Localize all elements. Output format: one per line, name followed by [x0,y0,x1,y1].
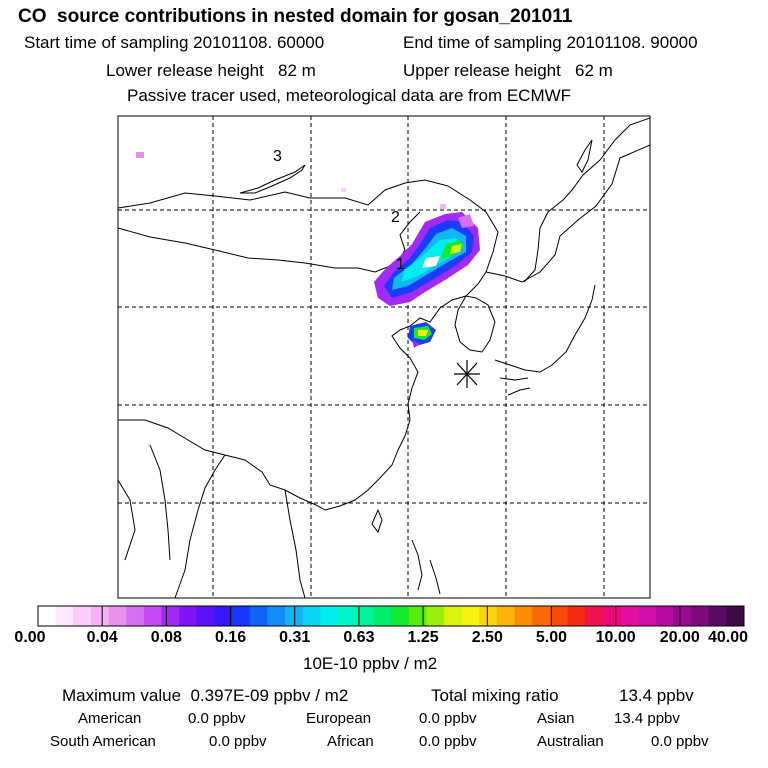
colorbar-segment [355,606,374,626]
colorbar-segment [232,606,251,626]
colorbar-segment [285,606,304,626]
map-frame [117,115,651,599]
colorbar-segment [126,606,145,626]
tracer-note: Passive tracer used, meteorological data… [127,86,572,105]
colorbar-segment [549,606,568,626]
colorbar-segment [691,606,710,626]
colorbar-segment [461,606,480,626]
colorbar-segment [196,606,215,626]
colorbar-segment [179,606,198,626]
colorbar [37,605,745,627]
colorbar-segment [673,606,692,626]
colorbar-segment [602,606,621,626]
colorbar-segment [567,606,586,626]
american-value: 0.0 ppbv [188,710,246,727]
colorbar-segment [373,606,392,626]
colorbar-segment [496,606,516,626]
region-label: 3 [273,148,282,165]
colorbar-tick-label: 20.00 [659,629,700,646]
lower-release-height: Lower release height 82 m [106,61,316,80]
african-value: 0.0 ppbv [419,733,477,750]
colorbar-segment [320,606,339,626]
colorbar-segment [391,606,410,626]
colorbar-tick-label: 0.00 [14,629,46,646]
colorbar-tick-label: 5.00 [535,629,568,646]
colorbar-segment [108,606,127,626]
colorbar-segment [267,606,286,626]
colorbar-tick-label: 0.04 [86,629,118,646]
maximum-value: Maximum value 0.397E-09 ppbv / m2 [62,686,349,705]
colorbar-tick-label: 0.16 [214,629,247,646]
colorbar-tick-label: 40.00 [707,629,749,646]
coastlines [118,117,650,598]
colorbar-segment [708,606,727,626]
colorbar-segment [479,606,498,626]
colorbar-segment [338,606,357,626]
colorbar-segment [655,606,674,626]
european-label: European [306,710,372,727]
colorbar-segment [726,606,745,626]
colorbar-segment [90,606,110,626]
african-label: African [327,733,374,750]
source-plume [136,152,480,348]
american-label: American [78,710,142,727]
colorbar-segment [514,606,533,626]
colorbar-segment [143,606,163,626]
colorbar-segment [408,606,427,626]
colorbar-segment [620,606,639,626]
colorbar-tick-label: 0.08 [150,629,182,646]
colorbar-segment [38,606,57,626]
colorbar-tick-label: 0.63 [343,629,375,646]
end-time: End time of sampling 20101108. 90000 [403,33,698,52]
asian-label: Asian [537,710,575,727]
south-american-label: South American [50,733,156,750]
region-label: 2 [391,209,400,226]
colorbar-tick-label: 2.50 [471,629,503,646]
colorbar-segment [73,606,92,626]
colorbar-segment [585,606,604,626]
region-label: 1 [396,256,405,273]
total-mixing-label: Total mixing ratio [431,686,559,705]
australian-label: Australian [537,733,604,750]
colorbar-tick-label: 1.25 [407,629,439,646]
asian-value: 13.4 ppbv [614,710,680,727]
plot-title: CO source contributions in nested domain… [18,6,573,27]
colorbar-units: 10E-10 ppbv / m2 [303,654,438,673]
start-time: Start time of sampling 20101108. 60000 [24,33,325,52]
asterisk-icon [454,360,480,388]
upper-release-height: Upper release height 62 m [403,61,613,80]
colorbar-segment [443,606,463,626]
colorbar-tick-label: 0.31 [279,629,311,646]
colorbar-tick-label: 10.00 [595,629,636,646]
european-value: 0.0 ppbv [419,710,477,727]
australian-value: 0.0 ppbv [651,733,709,750]
colorbar-segment [532,606,551,626]
colorbar-segment [638,606,657,626]
colorbar-segment [55,606,74,626]
graticule [118,116,650,598]
colorbar-frame [37,605,745,627]
colorbar-segment [161,606,180,626]
colorbar-segment [426,606,445,626]
colorbar-segment [214,606,233,626]
total-mixing-value: 13.4 ppbv [619,686,694,705]
south-american-value: 0.0 ppbv [209,733,267,750]
colorbar-segment [249,606,268,626]
colorbar-segment [302,606,321,626]
